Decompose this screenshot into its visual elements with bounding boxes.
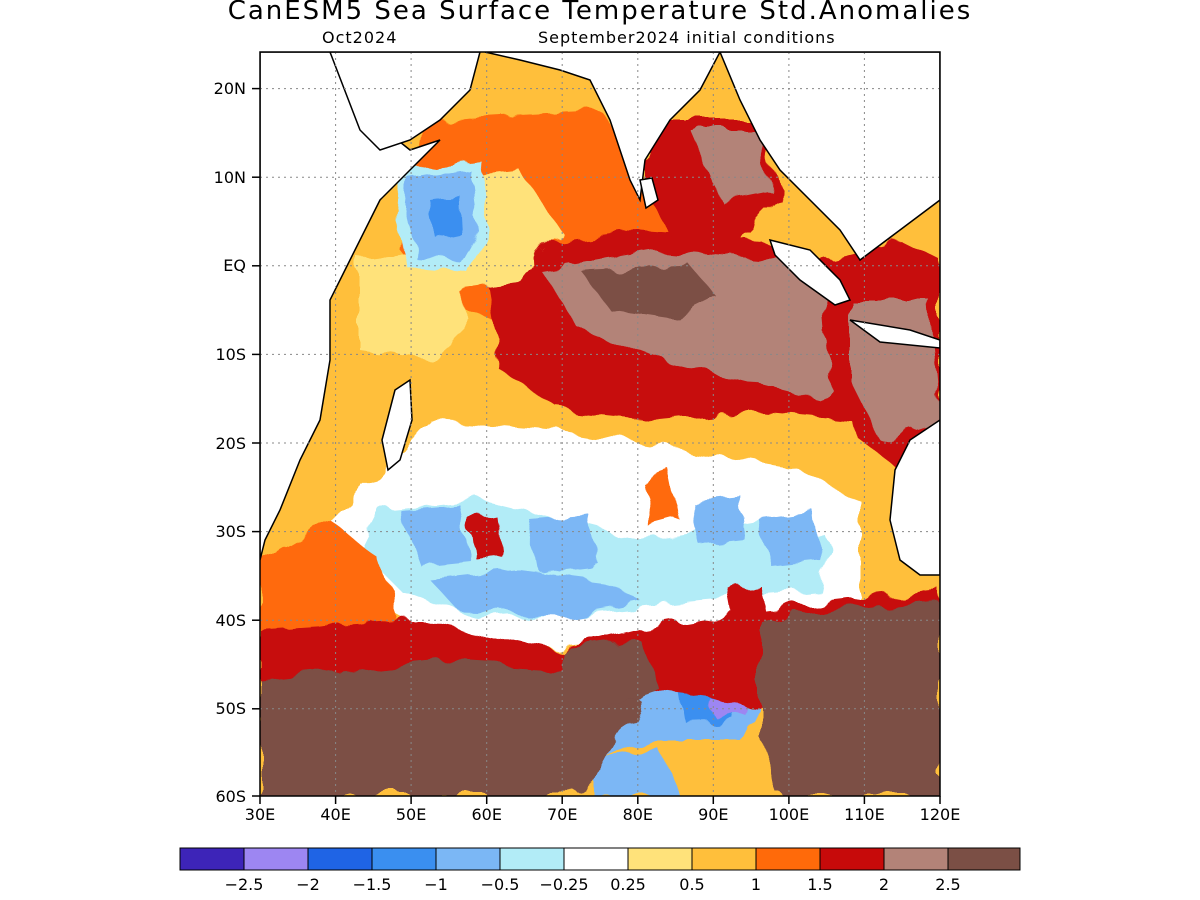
lon-label-100e: 100E: [769, 805, 810, 824]
colorbar-swatch-9: [691, 847, 757, 871]
colorbar-swatch-7: [563, 847, 629, 871]
lat-label-20n: 20N: [214, 79, 246, 98]
lon-label-50e: 50E: [396, 805, 426, 824]
valid-month-label: Oct2024: [322, 28, 398, 47]
colorbar-swatch-6: [499, 847, 565, 871]
map-gridlines: [260, 52, 940, 796]
lat-label-20s: 20S: [215, 434, 246, 453]
land-india: [484, 52, 721, 203]
land-southeast-asia: [719, 52, 940, 262]
land-australia: [889, 419, 940, 576]
colorbar-label-4: −1: [424, 875, 448, 894]
lat-label-40s: 40S: [215, 611, 246, 630]
lon-label-90e: 90E: [698, 805, 728, 824]
land-java: [849, 319, 940, 349]
colorbar-swatch-8: [627, 847, 693, 871]
colorbar-swatch-4: [371, 847, 437, 871]
colorbar-swatch-3: [307, 847, 373, 871]
region-subtropical-cool: [430, 570, 640, 615]
region-southwest-hot: [260, 520, 400, 650]
land-sri-lanka: [639, 177, 659, 210]
colorbar-swatch-10: [755, 847, 821, 871]
colorbar-label-3: −1.5: [353, 875, 392, 894]
lon-label-110e: 110E: [844, 805, 885, 824]
colorbar: [179, 847, 1021, 871]
region-subtropical-hot-2: [640, 470, 680, 528]
lat-label-eq: EQ: [223, 256, 246, 275]
colorbar-swatch-11: [819, 847, 885, 871]
region-subtropical-cool-west: [400, 505, 470, 565]
lon-label-80e: 80E: [623, 805, 653, 824]
lat-label-50s: 50S: [215, 699, 246, 718]
region-south-central-brown: [560, 640, 660, 710]
region-subtropical-hot-1: [470, 515, 500, 558]
anomaly-field: [260, 52, 940, 796]
colorbar-label-5: −0.5: [481, 875, 520, 894]
region-subtropical-cool-east: [760, 512, 820, 565]
region-southwest-brown: [260, 660, 640, 796]
land-sumatra: [768, 238, 852, 306]
region-southeast-brown: [760, 600, 940, 796]
longitude-labels: 30E 40E 50E 60E 70E 80E 90E 100E 110E 12…: [245, 805, 961, 824]
region-bay-of-bengal-brown: [690, 130, 770, 200]
colorbar-labels: −2.5 −2 −1.5 −1 −0.5 −0.25 0.25 0.5 1 1.…: [225, 875, 961, 894]
colorbar-swatch-2: [243, 847, 309, 871]
lat-label-30s: 30S: [215, 522, 246, 541]
map-title: CanESM5 Sea Surface Temperature Std.Anom…: [227, 0, 973, 26]
colorbar-swatch-5: [435, 847, 501, 871]
region-subtropical-hot-3: [730, 585, 765, 618]
region-central-core: [580, 265, 720, 320]
longitude-axis: [259, 796, 941, 804]
land-arabia: [329, 52, 481, 151]
lat-label-10s: 10S: [215, 345, 246, 364]
lat-label-60s: 60S: [215, 787, 246, 806]
colorbar-label-12: 2.5: [935, 875, 960, 894]
region-subtropical-cool-east-small: [690, 495, 745, 545]
latitude-axis: [252, 87, 260, 797]
lon-label-60e: 60E: [471, 805, 501, 824]
latitude-labels: 20N 10N EQ 10S 20S 30S 40S 50S 60S: [214, 79, 246, 806]
lon-label-30e: 30E: [245, 805, 275, 824]
land-madagascar: [381, 378, 413, 472]
colorbar-label-2: −2: [296, 875, 320, 894]
region-kerguelen-cool-spot: [712, 698, 744, 716]
lon-label-40e: 40E: [320, 805, 350, 824]
map-frame: [259, 51, 941, 797]
colorbar-label-1: −2.5: [225, 875, 264, 894]
colorbar-swatch-13: [947, 847, 1021, 871]
colorbar-label-8: 0.5: [679, 875, 704, 894]
colorbar-label-6: −0.25: [539, 875, 588, 894]
region-far-south-cool: [590, 750, 680, 796]
lat-label-10n: 10N: [214, 168, 246, 187]
region-subtropical-cool-mid: [530, 515, 600, 572]
lon-label-70e: 70E: [547, 805, 577, 824]
colorbar-label-7: 0.25: [610, 875, 646, 894]
land-masks: [260, 52, 940, 576]
colorbar-label-11: 2: [879, 875, 889, 894]
colorbar-label-10: 1.5: [807, 875, 832, 894]
init-conditions-label: September2024 initial conditions: [538, 28, 836, 47]
colorbar-label-9: 1: [751, 875, 761, 894]
colorbar-swatch-12: [883, 847, 949, 871]
region-west-pale: [360, 250, 470, 360]
lon-label-120e: 120E: [920, 805, 961, 824]
colorbar-swatch-1: [179, 847, 245, 871]
region-arabian-sea-core: [430, 196, 462, 240]
